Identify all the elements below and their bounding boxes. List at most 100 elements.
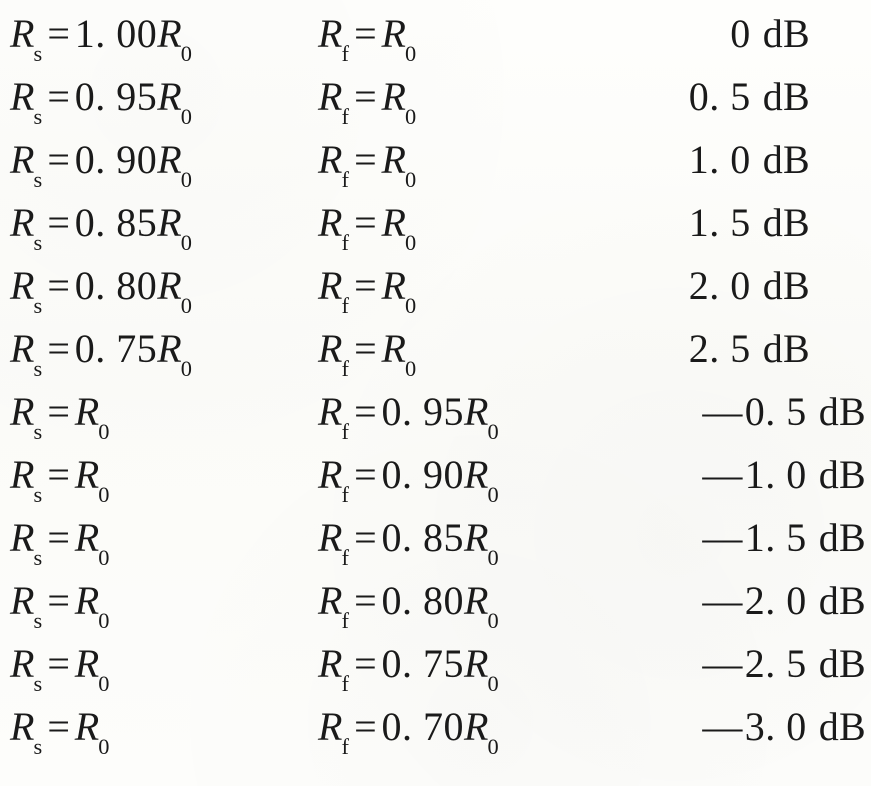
feedback-resistance-reference-symbol: R0 [463,515,499,570]
source-resistance-equals-sign: = [47,263,70,308]
source-resistance-expression: Rs = R0 [10,569,111,647]
source-resistance-reference-subscript: 0 [180,355,192,381]
source-resistance-symbol: Rs [10,137,43,192]
feedback-resistance-symbol: Rf [318,326,349,381]
feedback-resistance-equals-sign: = [354,515,377,560]
source-resistance-reference-symbol: R0 [157,200,192,255]
feedback-resistance-reference-subscript: 0 [487,418,499,444]
gain-number: 1. 5 [688,200,751,245]
source-resistance-symbol: Rs [10,641,43,696]
source-resistance-equals-sign: = [47,578,70,623]
source-resistance-reference-symbol: R0 [74,641,110,696]
feedback-resistance-reference-symbol: R0 [463,578,499,633]
feedback-resistance-reference-subscript: 0 [405,355,417,381]
source-resistance-reference-symbol: R0 [74,389,110,444]
source-resistance-reference-subscript: 0 [180,229,192,255]
source-resistance-subscript: s [33,292,43,318]
feedback-resistance-symbol: Rf [318,641,349,696]
feedback-resistance-equals-sign: = [354,389,377,434]
gain-value-cell: —1. 5 dB [480,506,866,569]
feedback-resistance-expression: Rf = R0 [318,2,417,80]
source-resistance-expression: Rs = 1. 00R0 [10,2,193,80]
feedback-resistance-equals-sign: = [354,641,377,686]
source-resistance-equals-sign: = [47,326,70,371]
gain-unit-label: dB [762,326,810,371]
feedback-resistance-reference-subscript: 0 [487,607,499,633]
feedback-resistance-reference-subscript: 0 [487,670,499,696]
gain-number: 2. 0 [744,578,807,623]
source-resistance-expression: Rs = R0 [10,380,111,458]
feedback-resistance-equals-sign: = [354,263,377,308]
table-row: Rs = R0 Rf = 0. 80R0 —2. 0 dB [0,569,871,633]
feedback-resistance-reference-subscript: 0 [405,40,417,66]
gain-unit-label: dB [818,641,866,686]
gain-number: 1. 0 [744,452,807,497]
source-resistance-subscript: s [33,166,43,192]
feedback-resistance-equals-sign: = [354,452,377,497]
table-row: Rs = 0. 80R0 Rf = R0 2. 0 dB [0,254,871,318]
source-resistance-reference-subscript: 0 [180,166,192,192]
feedback-resistance-equals-sign: = [354,326,377,371]
source-resistance-reference-subscript: 0 [98,670,110,696]
source-resistance-equals-sign: = [47,704,70,749]
source-resistance-subscript: s [33,355,43,381]
source-resistance-symbol: Rs [10,74,43,129]
gain-value-cell: 0 dB [480,2,810,65]
gain-unit-label: dB [818,578,866,623]
source-resistance-reference-symbol: R0 [74,578,110,633]
gain-unit-label: dB [818,704,866,749]
source-resistance-reference-symbol: R0 [157,326,192,381]
table-row: Rs = 0. 95R0 Rf = R0 0. 5 dB [0,65,871,129]
source-resistance-reference-subscript: 0 [98,418,110,444]
source-resistance-equals-sign: = [47,137,70,182]
feedback-resistance-reference-symbol: R0 [463,452,499,507]
feedback-resistance-expression: Rf = 0. 80R0 [318,569,500,647]
gain-number: 0. 5 [688,74,751,119]
source-resistance-reference-symbol: R0 [157,74,192,129]
gain-unit-label: dB [818,452,866,497]
source-resistance-coefficient: 0. 90 [74,137,158,182]
source-resistance-equals-sign: = [47,389,70,434]
source-resistance-symbol: Rs [10,11,43,66]
source-resistance-expression: Rs = R0 [10,632,111,710]
feedback-resistance-reference-subscript: 0 [487,733,499,759]
gain-unit-label: dB [762,200,810,245]
feedback-resistance-expression: Rf = R0 [318,317,417,395]
gain-value-cell: —1. 0 dB [480,443,866,506]
source-resistance-reference-subscript: 0 [98,733,110,759]
source-resistance-subscript: s [33,481,43,507]
feedback-resistance-reference-symbol: R0 [381,263,417,318]
feedback-resistance-subscript: f [341,229,349,255]
source-resistance-coefficient: 1. 00 [74,11,158,56]
feedback-resistance-expression: Rf = 0. 75R0 [318,632,500,710]
feedback-resistance-expression: Rf = 0. 70R0 [318,695,500,773]
source-resistance-subscript: s [33,103,43,129]
source-resistance-expression: Rs = 0. 90R0 [10,128,193,206]
feedback-resistance-equals-sign: = [354,137,377,182]
source-resistance-symbol: Rs [10,326,43,381]
negative-sign: — [702,578,743,623]
table-row: Rs = 0. 90R0 Rf = R0 1. 0 dB [0,128,871,192]
feedback-resistance-subscript: f [341,733,349,759]
feedback-resistance-symbol: Rf [318,389,349,444]
gain-number: 1. 5 [744,515,807,560]
source-resistance-equals-sign: = [47,452,70,497]
gain-value-cell: 2. 5 dB [480,317,810,380]
source-resistance-subscript: s [33,418,43,444]
gain-unit-label: dB [818,389,866,434]
gain-value-cell: —2. 0 dB [480,569,866,632]
feedback-resistance-symbol: Rf [318,200,349,255]
source-resistance-coefficient: 0. 75 [74,326,158,371]
feedback-resistance-equals-sign: = [354,74,377,119]
feedback-resistance-equals-sign: = [354,704,377,749]
feedback-resistance-coefficient: 0. 70 [381,704,464,749]
source-resistance-reference-subscript: 0 [180,103,192,129]
feedback-resistance-reference-symbol: R0 [463,704,499,759]
feedback-resistance-expression: Rf = R0 [318,128,417,206]
feedback-resistance-reference-symbol: R0 [381,11,417,66]
source-resistance-expression: Rs = R0 [10,506,111,584]
feedback-resistance-symbol: Rf [318,452,349,507]
gain-number: 2. 5 [688,326,751,371]
source-resistance-symbol: Rs [10,704,43,759]
